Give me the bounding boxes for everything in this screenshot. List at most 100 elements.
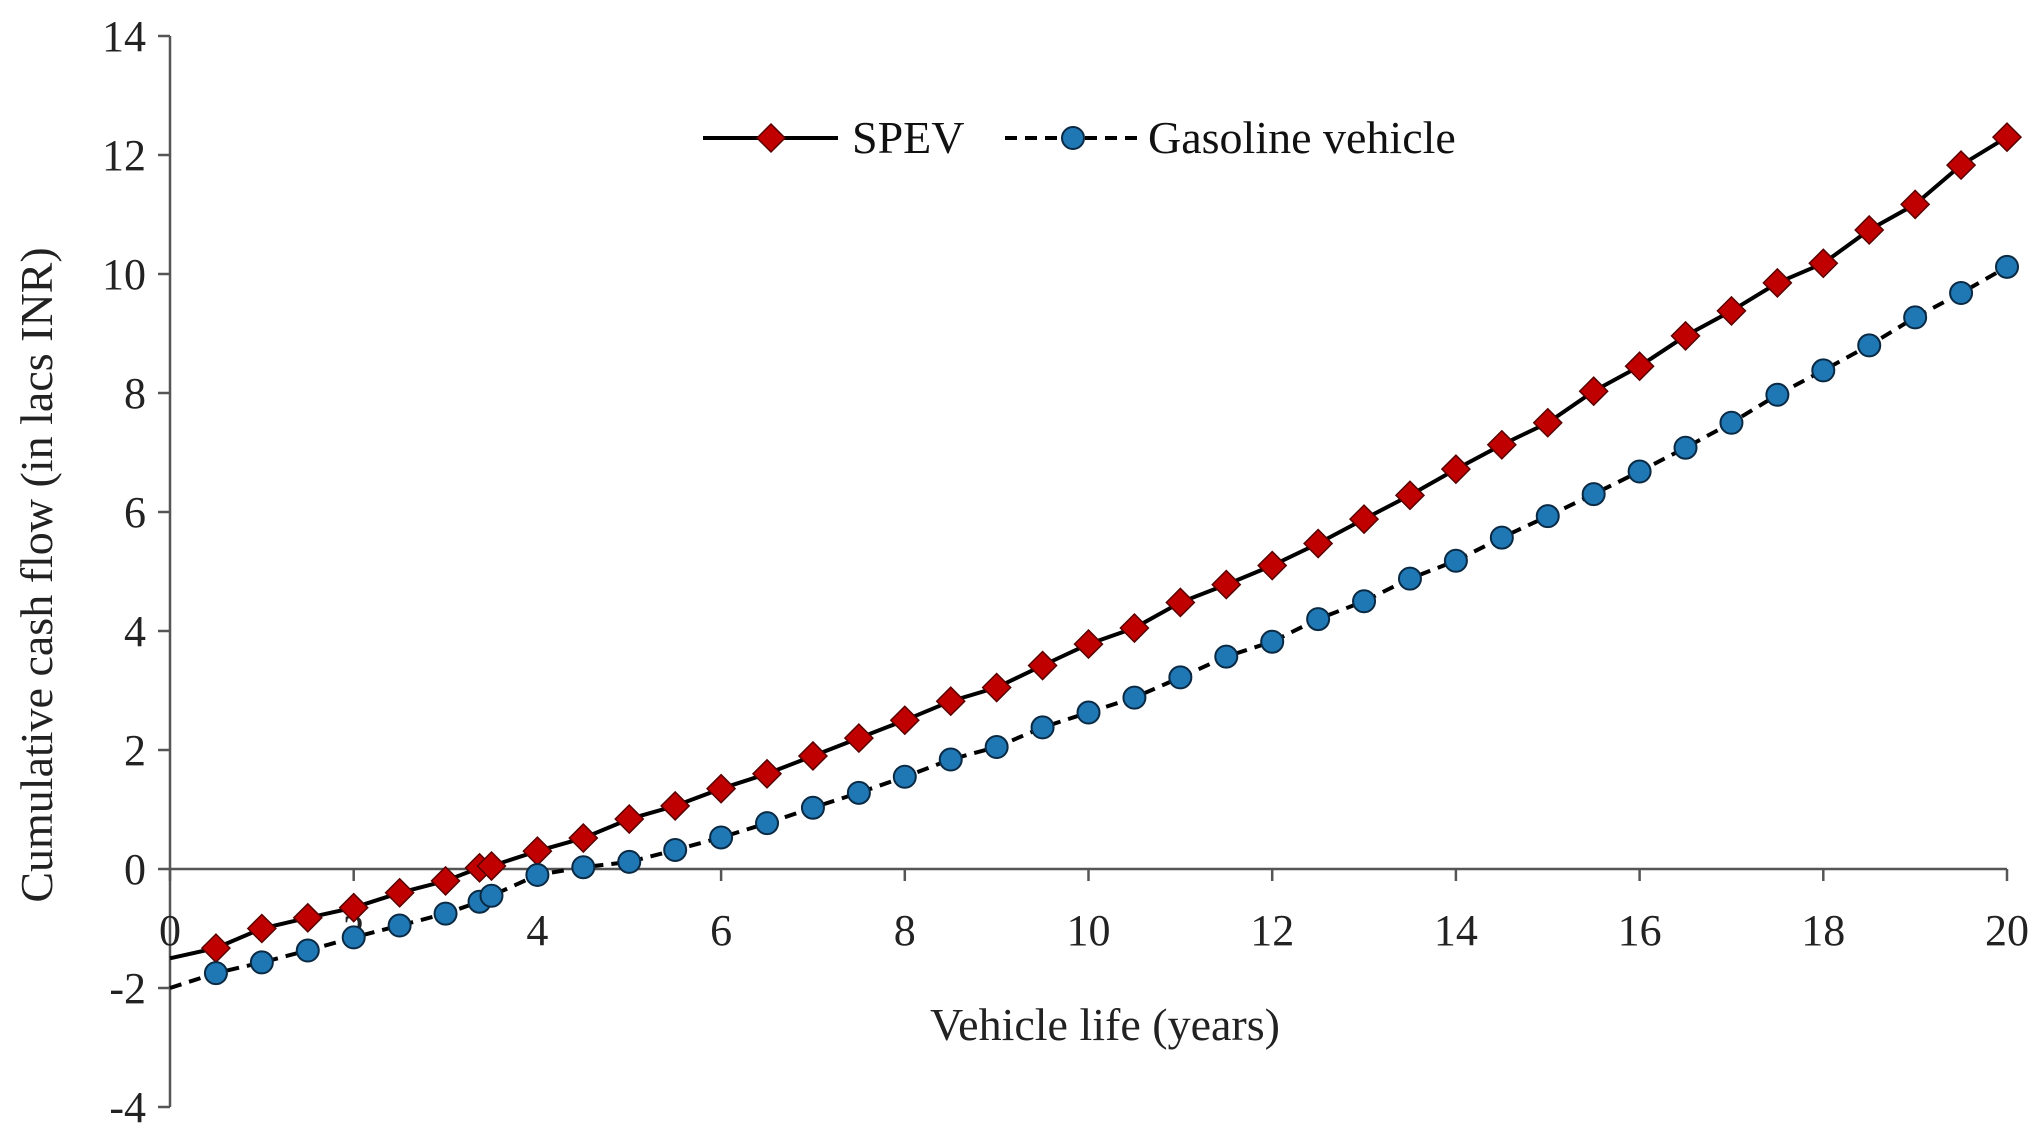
data-point [387,913,412,938]
y-tick-label: 4 [124,607,146,656]
data-point [1719,410,1744,435]
x-tick-label: 0 [159,906,181,955]
data-point [1900,189,1931,220]
data-point [1946,150,1977,181]
data-point [614,803,645,835]
data-point [1716,295,1747,326]
axes: -4-20246810121402468101214161820 [102,12,2029,1132]
x-tick-label: 8 [894,906,916,955]
data-point [935,686,966,717]
y-tick-label: 14 [102,12,146,61]
x-tick-label: 14 [1434,906,1478,955]
data-point [1578,376,1609,407]
data-point [292,902,323,933]
data-point [1854,214,1885,246]
data-point [1073,629,1104,660]
data-point [1168,665,1193,690]
data-point [663,837,688,862]
data-point [709,825,734,850]
data-point [1489,525,1514,550]
data-point [1119,612,1150,644]
data-point [1532,407,1563,438]
data-point [1811,358,1836,383]
data-point [1440,454,1471,485]
data-point [1762,267,1793,298]
y-tick-label: 0 [124,845,146,894]
data-point [249,950,274,975]
y-tick-label: 10 [102,250,146,299]
data-point [1352,589,1377,614]
data-point [430,865,461,896]
x-tick-label: 6 [710,906,732,955]
data-point [751,758,783,789]
x-tick-label: 12 [1250,906,1294,955]
x-tick-label: 10 [1067,906,1111,955]
data-point [1991,122,2023,153]
data-point [1303,528,1334,559]
data-point [200,933,231,964]
data-point [617,849,642,874]
data-point [1030,715,1055,740]
data-point [1306,607,1331,632]
data-point [1949,281,1974,306]
data-point [571,855,596,880]
data-point [1394,480,1426,511]
data-point [1257,550,1288,581]
x-tick-label: 20 [1985,906,2029,955]
data-point [800,795,825,820]
data-point [1903,305,1928,330]
data-point [1397,566,1422,591]
data-point [568,822,599,854]
data-point [1535,504,1560,529]
data-point [889,705,920,736]
data-point [1627,459,1652,484]
data-point [1673,435,1698,460]
data-point [295,938,320,963]
x-axis-title: Vehicle life (years) [930,999,1280,1050]
data-point [1624,351,1655,382]
y-axis-title: Cumulative cash flow (in lacs INR) [11,247,62,902]
data-point [1214,644,1239,669]
data-point [476,850,507,882]
y-tick-label: -4 [109,1083,146,1132]
data-point [1857,333,1882,358]
data-point [1486,429,1517,460]
series-gasoline [169,254,2019,990]
legend-swatch-gasoline-marker [1061,126,1085,150]
x-tick-label: 18 [1801,906,1845,955]
data-point [706,773,737,804]
data-point [1122,685,1147,710]
data-point [341,925,366,950]
legend-swatch-spev-marker [755,122,787,154]
data-point [755,811,780,836]
data-point [525,862,550,887]
data-point [1581,482,1606,507]
legend-label-spev: SPEV [852,112,964,163]
data-point [246,913,277,944]
series-spev [169,122,2023,964]
data-point [892,764,917,789]
data-point [522,836,553,867]
y-tick-label: 8 [124,369,146,418]
x-tick-label: 4 [526,906,548,955]
data-point [433,901,458,926]
data-point [1348,504,1380,535]
data-point [384,877,415,908]
data-point [338,892,369,923]
data-point [846,780,871,805]
data-point [981,672,1012,703]
data-point [1995,254,2019,279]
data-point [1765,382,1790,407]
data-point [1211,569,1242,600]
series-layer [169,122,2023,990]
data-point [1076,700,1101,725]
series-line [169,135,2009,961]
data-point [797,740,829,772]
data-point [1443,548,1468,573]
data-point [1808,248,1839,279]
data-point [479,883,504,908]
y-tick-label: 2 [124,726,146,775]
y-tick-label: -2 [109,964,146,1013]
